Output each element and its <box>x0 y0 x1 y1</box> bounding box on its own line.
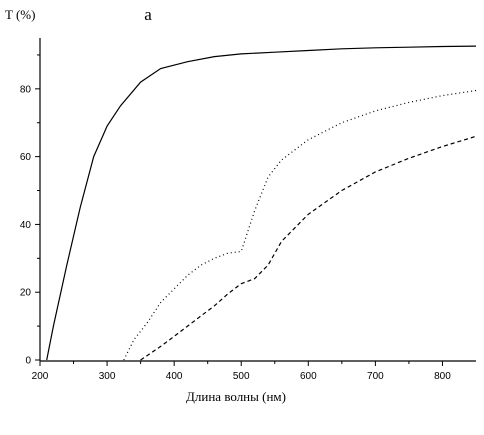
y-axis-title: T (%) <box>5 7 35 22</box>
x-tick-label: 500 <box>233 371 250 382</box>
x-tick-label: 300 <box>99 371 116 382</box>
y-tick-label: 60 <box>20 152 32 163</box>
x-tick-label: 700 <box>367 371 384 382</box>
x-tick-label: 400 <box>166 371 183 382</box>
y-tick-label: 80 <box>20 84 32 95</box>
x-axis-title: Длина волны (нм) <box>186 389 286 404</box>
y-tick-label: 40 <box>20 220 32 231</box>
chart-series <box>46 45 477 361</box>
series-line-solid <box>46 45 477 361</box>
series-line-dashed <box>140 135 477 361</box>
y-tick-label: 0 <box>25 356 31 367</box>
x-tick-label: 600 <box>300 371 317 382</box>
x-tick-label: 800 <box>434 371 451 382</box>
y-tick-label: 20 <box>20 288 32 299</box>
series-line-dotted <box>123 89 477 361</box>
x-tick-label: 200 <box>32 371 49 382</box>
panel-label: a <box>144 5 152 24</box>
chart-axes <box>39 38 476 362</box>
chart-ticks: 200 300 400 500 600 700 800 0 20 40 60 80 <box>20 54 451 382</box>
